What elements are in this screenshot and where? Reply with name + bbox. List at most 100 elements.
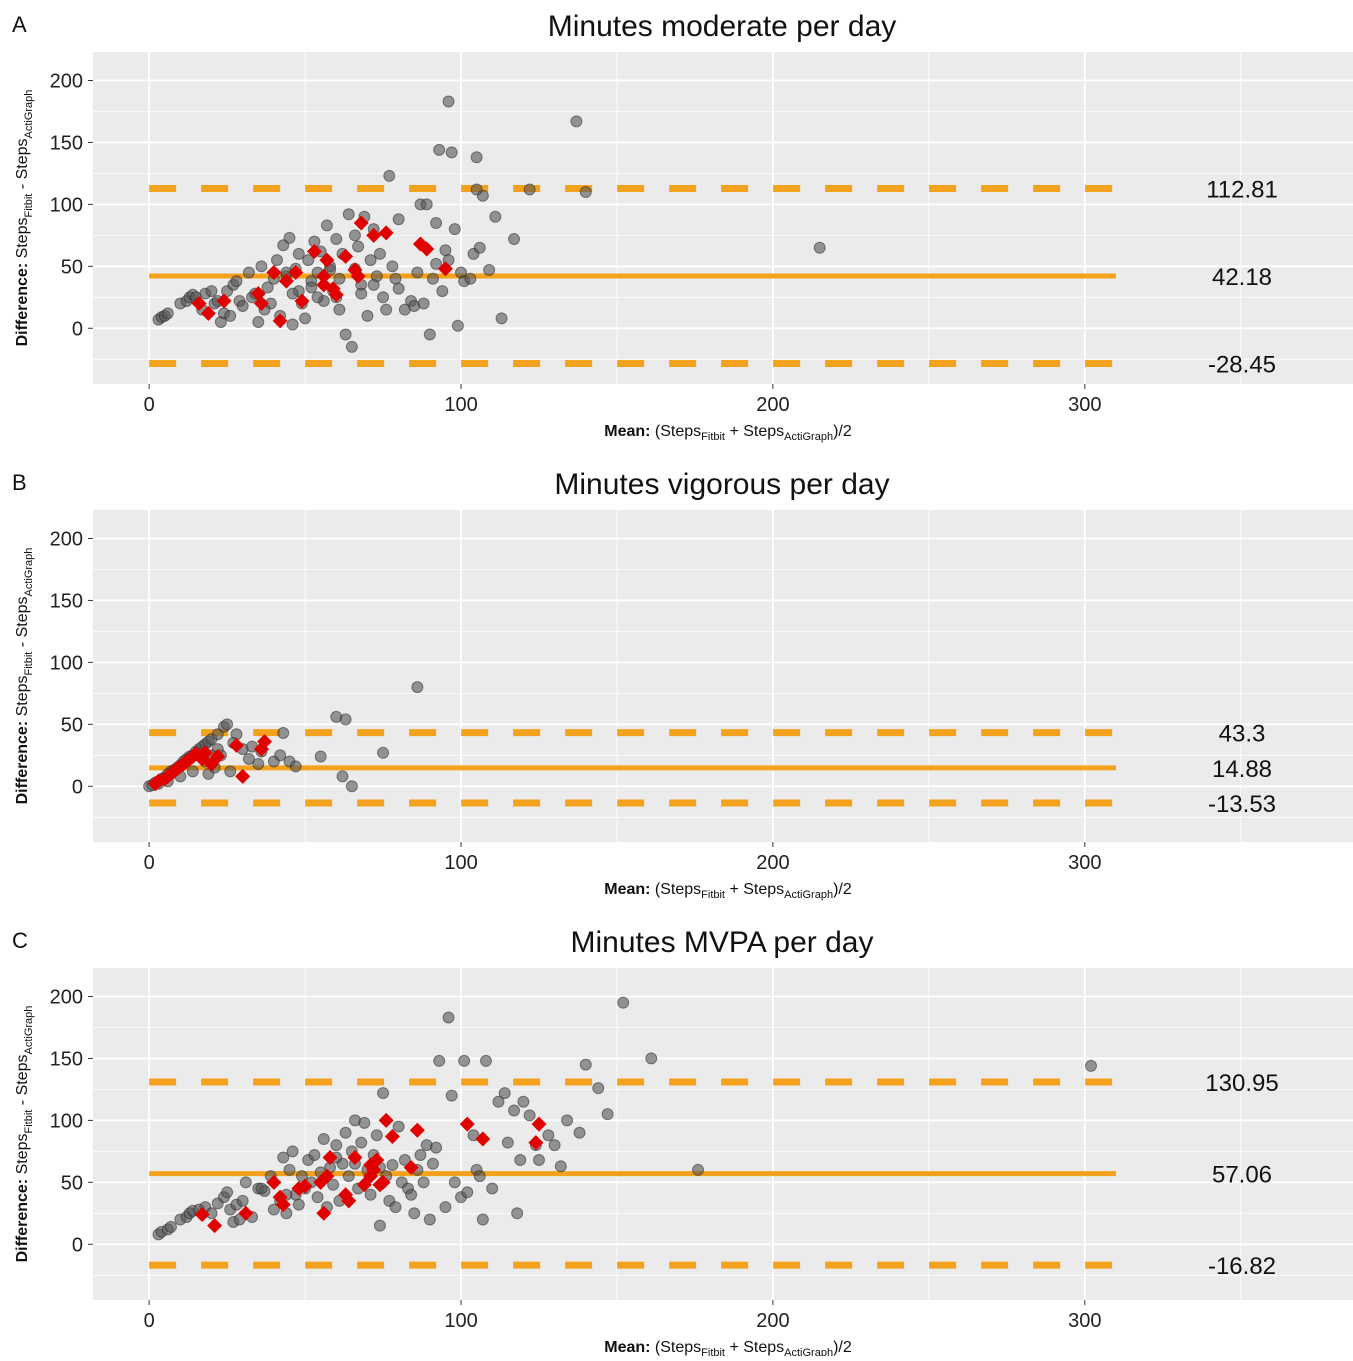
data-point	[392, 282, 405, 295]
plot-background	[93, 968, 1353, 1300]
data-point	[436, 285, 449, 298]
data-point	[408, 1207, 421, 1220]
y-tick-label: 100	[50, 1110, 83, 1132]
data-point	[361, 309, 374, 322]
data-point	[345, 340, 358, 353]
data-point	[442, 1011, 455, 1024]
panel-a: A Minutes moderate per day 0 100 200 300 0 50…	[12, 10, 1353, 443]
x-tick-label: 100	[444, 852, 477, 874]
highlight-point	[319, 1168, 335, 1184]
highlight-point	[294, 293, 310, 309]
data-point	[336, 770, 349, 783]
data-point	[489, 210, 502, 223]
data-point	[252, 757, 265, 770]
highlight-point	[378, 225, 394, 241]
data-point	[330, 233, 343, 246]
highlight-point	[350, 268, 366, 284]
highlight-point	[210, 749, 226, 765]
x-tick-label: 200	[756, 394, 789, 416]
x-tick-label: 0	[144, 852, 155, 874]
data-point	[305, 281, 318, 294]
data-point	[492, 1095, 505, 1108]
data-point	[292, 1198, 305, 1211]
data-point	[483, 264, 496, 277]
x-tick-label: 200	[756, 852, 789, 874]
highlight-point	[363, 1157, 379, 1173]
data-point	[442, 95, 455, 108]
data-point	[498, 1087, 511, 1100]
y-tick-label: 50	[61, 256, 83, 278]
data-point	[252, 316, 265, 329]
data-point	[277, 1151, 290, 1164]
data-point	[242, 753, 255, 765]
data-point	[292, 247, 305, 260]
data-point	[299, 312, 312, 325]
y-tick-label: 50	[61, 1172, 83, 1194]
data-point	[448, 223, 461, 236]
panel-title: Minutes MVPA per day	[571, 926, 874, 959]
data-point	[579, 1058, 592, 1071]
data-point	[561, 1114, 574, 1127]
highlight-point	[288, 265, 304, 281]
data-point	[311, 291, 324, 304]
data-point	[433, 1054, 446, 1067]
data-point	[283, 231, 296, 244]
data-point	[448, 1176, 461, 1189]
data-point	[295, 1170, 308, 1183]
highlight-point	[216, 293, 232, 309]
data-point	[370, 1129, 383, 1142]
data-point	[377, 291, 390, 304]
data-point	[283, 1163, 296, 1176]
data-point	[255, 1182, 268, 1195]
data-point	[286, 1145, 299, 1158]
highlight-point	[191, 295, 207, 311]
x-tick-label: 100	[444, 1310, 477, 1332]
data-point	[548, 1139, 561, 1152]
panel-title: Minutes vigorous per day	[554, 468, 889, 501]
data-point	[592, 1082, 605, 1095]
x-axis-label: Mean: (StepsFitbit + StepsActiGraph)/2	[604, 881, 852, 901]
data-point	[495, 312, 508, 325]
highlight-point	[366, 227, 382, 243]
data-point	[511, 1207, 524, 1220]
data-point	[271, 254, 284, 267]
y-tick-label: 0	[72, 318, 83, 340]
lower-limit-label: -13.53	[1208, 791, 1276, 818]
data-point	[1085, 1059, 1098, 1072]
data-point	[333, 272, 346, 285]
data-point	[355, 1136, 368, 1149]
y-tick-label: 50	[61, 714, 83, 736]
data-point	[398, 1154, 411, 1167]
x-tick-label: 100	[444, 394, 477, 416]
data-point	[439, 244, 452, 257]
data-point	[186, 765, 199, 778]
highlight-point	[207, 1218, 223, 1234]
data-point	[692, 1163, 705, 1176]
data-point	[417, 297, 430, 310]
data-point	[339, 328, 352, 341]
data-point	[423, 1213, 436, 1226]
data-point	[445, 146, 458, 159]
data-point	[345, 780, 358, 793]
highlight-point	[409, 1122, 425, 1138]
data-point	[470, 151, 483, 164]
data-point	[239, 1176, 252, 1189]
x-tick-label: 200	[756, 1310, 789, 1332]
x-tick-label: 300	[1068, 394, 1101, 416]
highlight-point	[459, 1116, 475, 1132]
data-point	[342, 208, 355, 221]
data-point	[445, 1089, 458, 1102]
data-point	[286, 287, 299, 300]
data-point	[255, 260, 268, 273]
data-point	[327, 1178, 340, 1191]
data-point	[542, 1129, 555, 1142]
highlight-point	[266, 1174, 282, 1190]
panel-letter: B	[12, 470, 27, 495]
x-tick-label: 300	[1068, 852, 1101, 874]
highlight-point	[278, 273, 294, 289]
x-tick-label: 300	[1068, 1310, 1101, 1332]
data-point	[308, 1149, 321, 1162]
highlight-point	[316, 1205, 332, 1221]
data-point	[601, 1108, 614, 1121]
highlight-point	[475, 1131, 491, 1147]
